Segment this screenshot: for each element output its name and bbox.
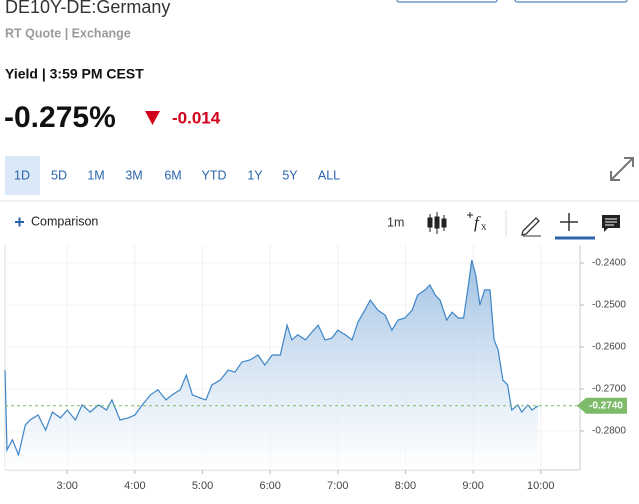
title: DE10Y-DE:Germany <box>5 0 170 17</box>
tab[interactable]: 1D <box>14 168 30 182</box>
subtitle: RT Quote | Exchange <box>5 26 131 40</box>
y-tick-label: -0.2800 <box>592 426 626 437</box>
x-tick-label: 4:00 <box>124 480 145 492</box>
tab[interactable]: 1Y <box>247 168 263 182</box>
tab[interactable]: 3M <box>125 168 142 182</box>
y-tick-label: -0.2400 <box>592 258 626 269</box>
tab[interactable]: 1M <box>87 168 104 182</box>
svg-text:f: f <box>474 213 481 232</box>
area <box>5 260 539 470</box>
x-tick-label: 3:00 <box>57 480 78 492</box>
crosshair-icon[interactable] <box>560 213 578 231</box>
y-tick-label: -0.2500 <box>592 300 626 311</box>
x-tick-label: 9:00 <box>462 480 483 492</box>
fx-icon[interactable]: f x <box>467 212 487 233</box>
tab[interactable]: 5Y <box>282 168 298 182</box>
draw-icon[interactable] <box>521 217 540 236</box>
last-value-tag <box>577 397 627 414</box>
line <box>4 259 539 457</box>
down-arrow <box>145 111 160 125</box>
tabs: 1D 5D 1M 3M 6M YTD 1Y 5Y ALL <box>5 156 340 195</box>
top-button[interactable] <box>396 0 498 3</box>
price: -0.275% <box>4 101 116 134</box>
tab[interactable]: YTD <box>202 168 227 182</box>
x-tick-label: 6:00 <box>259 480 280 492</box>
y-tick-label: -0.2700 <box>592 384 626 395</box>
comparison-button[interactable]: Comparison <box>15 214 98 228</box>
tab-selected-bg <box>5 156 40 195</box>
candle-icon[interactable] <box>427 212 447 234</box>
change: -0.014 <box>172 108 221 127</box>
comparison-label: Comparison <box>31 214 98 228</box>
top-button[interactable] <box>514 0 628 3</box>
x-tick-label: 7:00 <box>327 480 348 492</box>
expand-icon[interactable] <box>610 157 634 181</box>
tab[interactable]: 5D <box>51 168 67 182</box>
tab[interactable]: 6M <box>164 168 181 182</box>
last-value-label: -0.2740 <box>589 400 623 411</box>
x-tick-label: 8:00 <box>395 480 416 492</box>
comment-icon[interactable] <box>602 215 620 232</box>
tab[interactable]: ALL <box>318 168 340 182</box>
svg-text:x: x <box>481 221 487 233</box>
interval[interactable]: 1m <box>387 215 404 229</box>
y-tick-label: -0.2600 <box>592 342 626 353</box>
x-tick-label: 10:00 <box>527 480 555 492</box>
chart: 3:00 4:00 5:00 6:00 7:00 8:00 9:00 10:00 -0.2400… <box>4 245 627 492</box>
status: Yield | 3:59 PM CEST <box>5 66 144 82</box>
x-tick-label: 5:00 <box>192 480 213 492</box>
